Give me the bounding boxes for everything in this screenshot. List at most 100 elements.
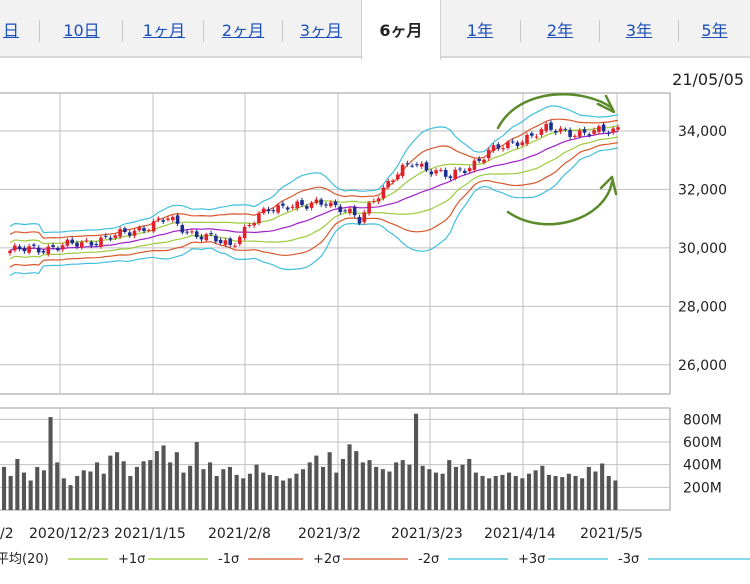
candle-body (171, 216, 175, 221)
candle-body (17, 246, 22, 250)
volume-bar (68, 485, 73, 510)
candle-body (22, 247, 27, 252)
candle-body (601, 124, 606, 132)
candle-body (257, 213, 261, 224)
volume-bar (533, 470, 538, 510)
candle-body (75, 242, 79, 247)
tab-2months[interactable]: 2ヶ月 (204, 0, 282, 58)
candle-body (137, 227, 142, 231)
candle-body (606, 133, 611, 134)
date-tick-label: 2021/2/8 (208, 526, 271, 542)
legend-item: +2σ (313, 552, 408, 567)
tab-1year[interactable]: 1年 (440, 0, 520, 58)
candle-body (242, 226, 247, 239)
volume-bar (234, 474, 239, 510)
tab-2years[interactable]: 2年 (521, 0, 599, 58)
legend-label: 平均(20) (0, 552, 49, 567)
candle-body (94, 244, 98, 246)
candle-body (127, 232, 132, 236)
price-tick-label: 28,000 (678, 299, 727, 315)
band-plus3-line (9, 105, 619, 234)
tab-label: 2年 (546, 21, 574, 40)
volume-bar (75, 476, 80, 510)
candle-body (333, 201, 338, 206)
price-tick-label: 32,000 (678, 182, 727, 198)
candle-body (367, 202, 371, 214)
volume-bar (347, 444, 352, 510)
candle-body (252, 223, 256, 226)
tab-10days[interactable]: 10日 (44, 0, 119, 58)
candle-body (410, 165, 414, 167)
candle-body (142, 228, 146, 232)
volume-bar (573, 476, 578, 510)
legend-item: -1σ (218, 552, 303, 567)
legend-item: -2σ (418, 552, 508, 567)
tab-5years[interactable]: 5年 (679, 0, 750, 58)
volume-bar (460, 464, 465, 510)
tab-day[interactable]: 日 (0, 0, 22, 58)
candle-body (453, 169, 457, 179)
candle-body (472, 160, 477, 170)
band-minus1-line (9, 136, 619, 260)
tab-3years[interactable]: 3年 (600, 0, 678, 58)
candle-body (400, 164, 405, 176)
volume-bar (440, 473, 445, 510)
band-plus1-line (9, 125, 619, 245)
volume-bar (447, 460, 452, 510)
volume-bar (507, 472, 512, 510)
candle-body (180, 225, 185, 233)
candle-body (558, 128, 563, 132)
volume-bar (134, 466, 139, 510)
candle-body (132, 230, 137, 236)
volume-bar (21, 472, 26, 510)
volume-bar (394, 462, 399, 510)
candle-body (563, 128, 568, 130)
tab-6months[interactable]: 6ヶ月 (361, 0, 441, 60)
volume-bar (400, 460, 405, 510)
candle-body (496, 144, 501, 149)
candle-body (582, 129, 587, 133)
volume-bar (181, 472, 186, 510)
candle-body (501, 148, 505, 150)
candle-body (506, 141, 510, 148)
date-tick-label: 2021/4/14 (484, 526, 556, 542)
candle-body (386, 181, 390, 188)
candle-body (463, 170, 467, 173)
last-date-label: 21/05/05 (672, 70, 744, 89)
candle-body (214, 235, 218, 242)
volume-bar (254, 464, 259, 510)
volume-bar (613, 480, 618, 510)
candle-body (190, 231, 194, 233)
volume-bar (606, 476, 611, 510)
volume-bar (407, 464, 412, 510)
volume-bar (566, 473, 571, 510)
period-tab-bar: 日 10日 1ヶ月 2ヶ月 3ヶ月 6ヶ月 1年 2年 3年 5年 (0, 0, 750, 60)
volume-bar (367, 460, 372, 510)
tab-label: 2ヶ月 (221, 21, 265, 40)
tab-label: 1ヶ月 (142, 21, 186, 40)
volume-bar (340, 459, 345, 510)
candle-body (123, 228, 127, 232)
volume-bar (520, 478, 525, 510)
candle-body (434, 170, 438, 174)
volume-bar (81, 470, 86, 510)
candle-body (228, 238, 232, 245)
tab-3months[interactable]: 3ヶ月 (283, 0, 359, 58)
volume-bar (513, 476, 518, 510)
volume-bar (527, 473, 532, 510)
tab-1month[interactable]: 1ヶ月 (125, 0, 203, 58)
volume-bar (261, 472, 266, 510)
price-plot-frame (0, 92, 671, 395)
tab-label: 3年 (625, 21, 653, 40)
candle-body (424, 162, 429, 171)
candle-body (113, 235, 118, 238)
candle-body (324, 204, 328, 206)
candle-body (319, 199, 323, 205)
tab-label: 5年 (701, 21, 728, 40)
volume-bar (247, 473, 252, 510)
date-tick-label: 2021/5/5 (580, 526, 643, 542)
candle-body (616, 127, 620, 130)
legend-item: +3σ (518, 552, 608, 567)
volume-bar (8, 476, 13, 510)
candle-body (448, 176, 453, 179)
